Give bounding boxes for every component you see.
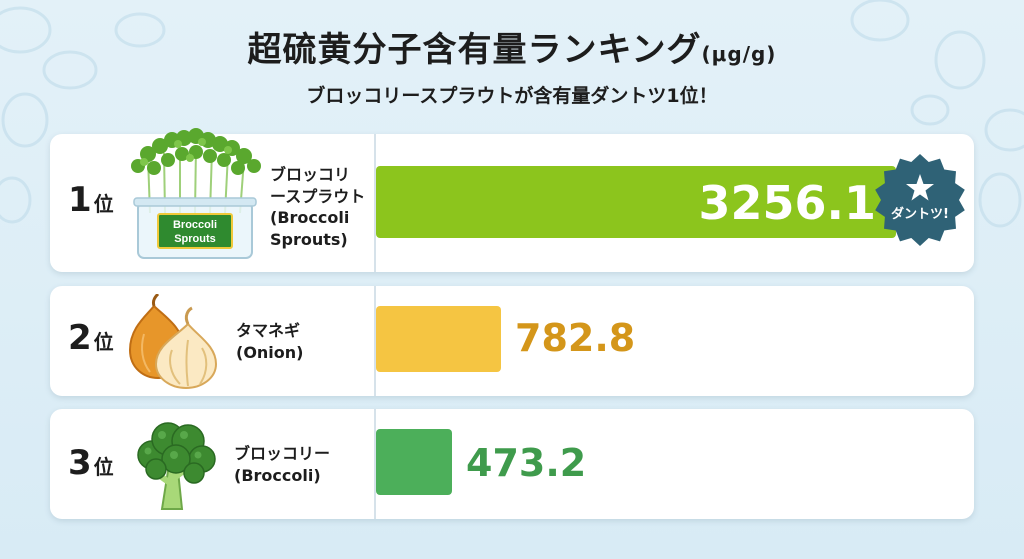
name-en-line1: (Broccoli) <box>234 465 321 485</box>
rank-number: 3 <box>68 443 92 483</box>
food-name-2: タマネギ (Onion) <box>236 320 303 363</box>
star-icon <box>906 174 934 201</box>
row-divider <box>374 134 376 272</box>
rank-suffix: 位 <box>93 455 114 479</box>
chart-title: 超硫黄分子含有量ランキング(μg/g) <box>0 22 1024 71</box>
broccoli-sprouts-icon: Broccoli Sprouts <box>131 128 261 259</box>
rank-suffix: 位 <box>93 192 114 216</box>
dantotsu-badge: ダントツ! <box>875 154 965 246</box>
name-ja-line1: ブロッコリー <box>234 444 331 463</box>
rank-suffix: 位 <box>93 330 114 354</box>
value-label-3: 473.2 <box>466 441 587 485</box>
rank-number: 1 <box>68 180 92 220</box>
name-ja-line1: ブロッコリ <box>270 165 351 184</box>
bar-broccoli-sprouts <box>376 166 896 238</box>
box-label-line2: Sprouts <box>174 233 216 245</box>
title-unit: (μg/g) <box>701 42 777 66</box>
broccoli-icon <box>137 422 216 510</box>
name-en-line2: Sprouts) <box>270 229 348 249</box>
chart-subtitle: ブロッコリースプラウトが含有量ダントツ1位！ <box>306 85 718 107</box>
title-text: 超硫黄分子含有量ランキング <box>247 30 702 70</box>
row-divider <box>374 409 376 519</box>
name-ja-line1: タマネギ <box>236 321 301 340</box>
food-name-1: ブロッコリ ースプラウト (Broccoli Sprouts) <box>270 164 365 250</box>
rank-number: 2 <box>68 318 92 358</box>
food-name-3: ブロッコリー (Broccoli) <box>234 443 330 486</box>
name-en-line1: (Broccoli <box>270 208 350 228</box>
box-label-line1: Broccoli <box>173 219 217 231</box>
badge-label: ダントツ! <box>891 206 949 222</box>
chart-header: 超硫黄分子含有量ランキング(μg/g) ブロッコリースプラウトが含有量ダントツ1… <box>0 22 1024 108</box>
value-label-2: 782.8 <box>515 316 636 360</box>
name-ja-line2: ースプラウト <box>270 186 366 206</box>
value-label-1: 3256.1 <box>698 176 876 230</box>
bar-onion <box>376 306 501 372</box>
onion-icon <box>128 294 218 390</box>
bar-broccoli <box>376 429 452 495</box>
name-en-line1: (Onion) <box>236 342 304 362</box>
row-divider <box>374 286 376 396</box>
